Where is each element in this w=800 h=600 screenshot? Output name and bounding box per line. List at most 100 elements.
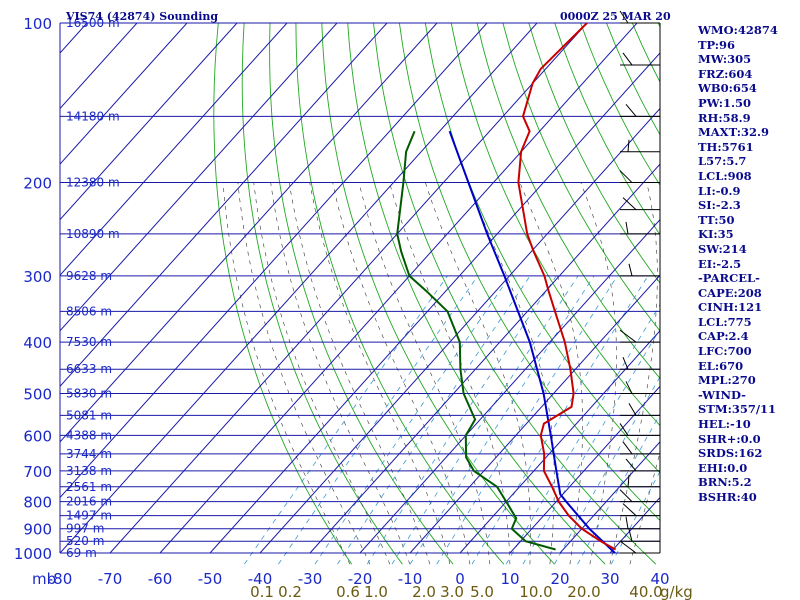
mixing-ratio-line	[278, 275, 479, 565]
wind-barb-flag	[622, 197, 637, 211]
index-item: CAPE:208	[698, 285, 762, 300]
wind-barb-flag	[622, 441, 633, 455]
height-label: 5081 m	[66, 408, 112, 422]
temperature-tick-label: 20	[550, 570, 569, 588]
wind-barb-flag	[627, 139, 630, 152]
dry-adiabat	[213, 23, 353, 565]
temperature-tick-label: 30	[600, 570, 619, 588]
dry-adiabat	[502, 23, 660, 332]
chart-title: VIS74 (42874) Sounding	[65, 10, 218, 23]
mixing-ratio-line	[522, 328, 660, 565]
height-label: 10890 m	[66, 227, 120, 241]
dewpoint-trace	[396, 130, 556, 551]
isotherm	[60, 23, 488, 499]
isotherm	[359, 218, 660, 554]
temperature-tick-label: -80	[48, 570, 73, 588]
wind-barb-flag	[628, 529, 633, 542]
mixing-ratio-line	[314, 275, 511, 565]
mixing-ratio-label: 40.0	[629, 583, 662, 600]
index-item: SI:-2.3	[698, 198, 741, 213]
height-label: 9628 m	[66, 269, 112, 283]
wind-barb-flag	[619, 423, 629, 436]
isotherm	[409, 274, 660, 554]
moist-adiabat	[425, 182, 531, 565]
height-label: 16500 m	[66, 16, 120, 30]
isotherm	[259, 107, 660, 554]
adiabat-lines	[213, 23, 660, 565]
dry-adiabat	[241, 23, 403, 565]
index-item: KI:35	[698, 227, 734, 242]
mixing-ratio-line	[337, 275, 531, 565]
dry-adiabat	[528, 23, 660, 284]
height-label: 3138 m	[66, 464, 112, 478]
mixing-ratio-label: 20.0	[567, 583, 600, 600]
height-label: 4388 m	[66, 428, 112, 442]
mixing-ratio-label: 2.0	[412, 583, 436, 600]
pressure-tick-label: 600	[23, 427, 52, 445]
index-item: MAXT:32.9	[698, 125, 769, 140]
temperature-tick-label: -70	[98, 570, 123, 588]
temperature-tick-label: -40	[248, 570, 273, 588]
index-item: BSHR:40	[698, 490, 757, 504]
temperature-trace	[517, 23, 617, 551]
wind-barb-flag	[625, 516, 629, 529]
pressure-tick-label: 1000	[14, 545, 52, 563]
index-item: CAP:2.4	[698, 329, 749, 344]
pressure-tick-label: 200	[23, 175, 52, 193]
index-item: LCL:908	[698, 168, 752, 183]
moist-adiabat	[237, 182, 371, 565]
height-label: 14180 m	[66, 109, 120, 123]
isotherm	[209, 52, 660, 554]
moist-adiabat	[389, 182, 511, 565]
moist-adiabat	[288, 182, 431, 565]
mixing-ratio-label: 3.0	[440, 583, 464, 600]
wind-barb-flag	[622, 52, 633, 66]
wind-barb-flag	[625, 104, 637, 117]
wind-barb-flag	[625, 221, 629, 234]
pressure-tick-label: 800	[23, 494, 52, 512]
sounding-time: 0000Z 25 MAR 20	[560, 10, 671, 23]
isotherm	[60, 23, 538, 554]
pressure-tick-label: 100	[23, 15, 52, 33]
temperature-tick-label: -50	[198, 570, 223, 588]
dry-adiabat	[373, 23, 657, 565]
temperature-tick-label: 10	[500, 570, 519, 588]
dry-adiabat	[321, 23, 555, 565]
temperature-tick-label: -60	[148, 570, 173, 588]
isotherm	[60, 23, 238, 221]
parcel-trace	[448, 130, 616, 554]
dry-adiabat	[347, 23, 606, 565]
moist-adiabat	[609, 182, 658, 565]
height-label: 6633 m	[66, 362, 112, 376]
index-item: STM:357/11	[698, 402, 777, 417]
index-item: EL:670	[698, 358, 744, 373]
index-item: WMO:42874	[698, 23, 778, 37]
index-item: EHI:0.0	[698, 460, 748, 475]
wind-barbs	[619, 10, 661, 554]
height-label: 997 m	[66, 522, 104, 536]
wind-barb-flag	[628, 403, 637, 416]
moist-adiabat	[519, 182, 583, 565]
index-item: TT:50	[698, 212, 735, 227]
pressure-axis-label: mb	[32, 570, 56, 588]
wind-barb-flag	[628, 263, 633, 276]
isotherm	[159, 23, 638, 554]
moist-adiabat	[253, 182, 391, 565]
height-label: 5830 m	[66, 386, 112, 400]
mixing-ratio-label: 0.6	[336, 583, 360, 600]
height-label: 520 m	[66, 534, 104, 548]
isotherm	[60, 23, 188, 165]
height-label: 2016 m	[66, 495, 112, 509]
dry-adiabat	[476, 23, 660, 379]
index-item: TH:5761	[698, 139, 754, 154]
pressure-tick-label: 900	[23, 521, 52, 539]
height-label: 7530 m	[66, 335, 112, 349]
height-label: 12380 m	[66, 176, 120, 190]
index-item: HEL:-10	[698, 417, 751, 432]
temperature-tick-label: 40	[650, 570, 669, 588]
mixing-ratio-label: 0.2	[278, 583, 302, 600]
pressure-tick-label: 700	[23, 463, 52, 481]
mixing-ratio-line	[554, 376, 660, 565]
